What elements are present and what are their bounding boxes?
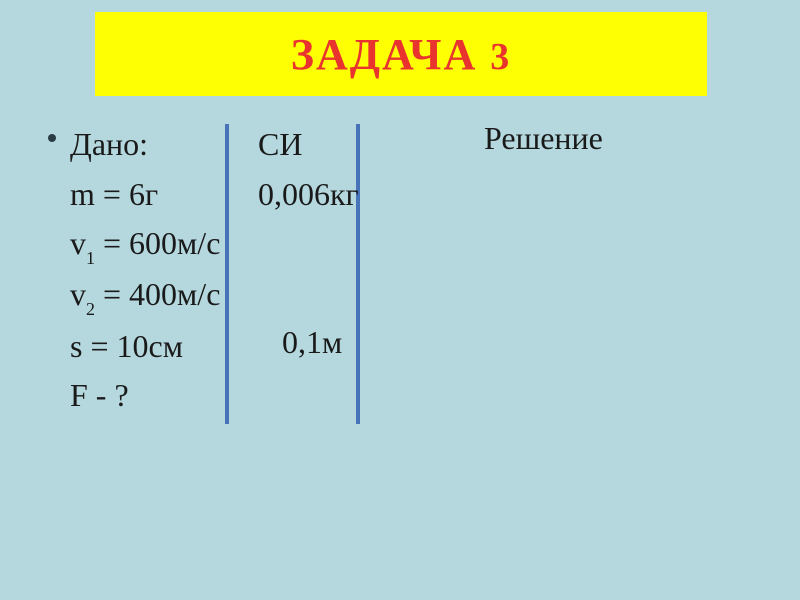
si-header: СИ	[258, 120, 359, 170]
var-v1-pre: v	[70, 225, 86, 261]
var-v1-post: = 600м/с	[95, 225, 220, 261]
si-row-1: 0,006кг	[258, 170, 359, 220]
bullet-icon	[48, 134, 56, 142]
solution-header: Решение	[484, 120, 603, 157]
title-word: ЗАДАЧА	[291, 30, 477, 79]
si-row-2	[258, 219, 359, 269]
title-text: ЗАДАЧА 3	[291, 29, 511, 80]
given-row-5: F - ?	[70, 371, 220, 421]
si-row-4-val: 0,1м	[282, 324, 342, 360]
si-column: СИ 0,006кг 0,1м	[258, 120, 359, 418]
given-row-4: s = 10см	[70, 322, 220, 372]
var-v2-sub: 2	[86, 299, 95, 319]
var-v2-pre: v	[70, 276, 86, 312]
given-column: Дано: m = 6г v1 = 600м/с v2 = 400м/с s =…	[70, 120, 220, 421]
si-row-5	[258, 368, 359, 418]
given-header: Дано:	[70, 120, 220, 170]
vertical-divider-1	[225, 124, 229, 424]
given-row-2: v1 = 600м/с	[70, 219, 220, 270]
si-row-3	[258, 269, 359, 319]
given-row-3: v2 = 400м/с	[70, 270, 220, 321]
var-v2-post: = 400м/с	[95, 276, 220, 312]
title-number: 3	[490, 36, 511, 78]
si-row-4: 0,1м	[258, 318, 359, 368]
title-banner: ЗАДАЧА 3	[95, 12, 707, 96]
given-row-1: m = 6г	[70, 170, 220, 220]
var-v1-sub: 1	[86, 248, 95, 268]
